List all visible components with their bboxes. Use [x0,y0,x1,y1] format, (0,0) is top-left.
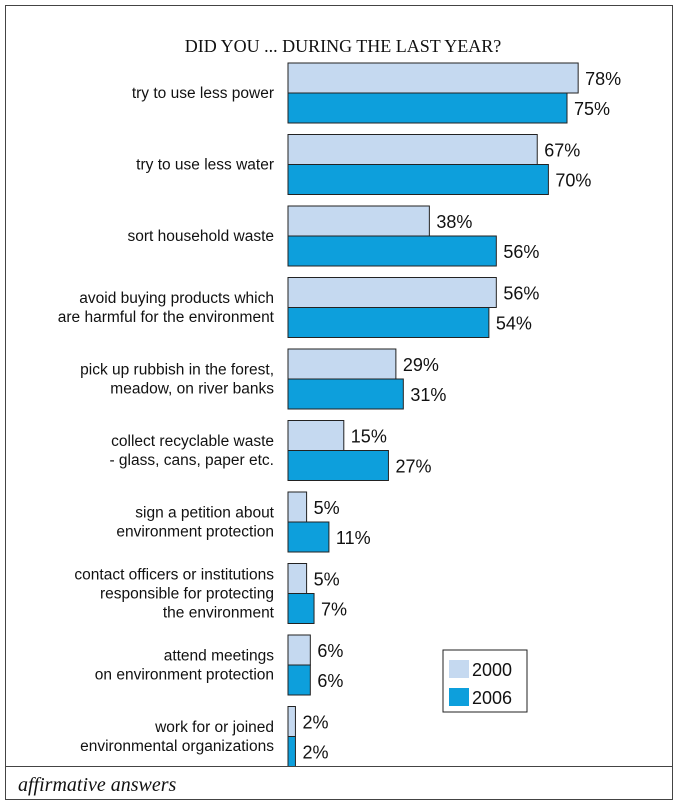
chart-frame: DID YOU ... DURING THE LAST YEAR? try to… [5,5,673,800]
bar-2006 [287,521,330,553]
value-label-2000: 29% [403,355,439,375]
bar-2000 [287,348,397,380]
category-group: work for or joined environmental organiza… [80,706,328,766]
category-label: try to use less water [136,157,274,174]
value-label-2000: 56% [503,284,539,304]
category-label: pick up rubbish in the forest, [80,362,274,379]
value-label-2000: 5% [314,570,340,590]
category-group: contact officers or institutions responsi… [74,563,347,624]
value-label-2006: 70% [555,171,591,191]
bar-2000 [287,205,430,237]
bar-2006 [287,92,568,124]
category-label: meadow, on river banks [110,381,274,398]
bar-2000 [287,706,296,737]
category-label: work for or joined [154,719,274,736]
value-label-2006: 27% [395,457,431,477]
value-label-2006: 75% [574,99,610,119]
value-label-2006: 2% [302,743,328,763]
bar-chart: DID YOU ... DURING THE LAST YEAR? try to… [58,36,621,766]
value-label-2006: 54% [496,314,532,334]
category-group: avoid buying products which are harmful f… [58,277,539,338]
footer-divider [6,766,672,767]
category-label: try to use less power [132,85,274,102]
bar-2006 [287,164,549,195]
category-label: sign a petition about [135,505,274,522]
value-label-2000: 5% [314,498,340,518]
legend-swatch-2006 [449,688,469,706]
bar-2006 [287,736,296,766]
value-label-2000: 67% [544,141,580,161]
category-label: the environment [163,605,275,622]
value-label-2006: 7% [321,600,347,620]
category-group: try to use less power 78% 75% [132,62,621,124]
category-label: environmental organizations [80,738,274,755]
category-label: responsible for protecting [100,586,274,603]
value-label-2006: 56% [503,242,539,262]
category-group: collect recyclable waste - glass, cans, p… [109,420,431,481]
bar-2000 [287,134,538,165]
bar-2000 [287,491,308,523]
bar-2000 [287,563,308,594]
category-label: contact officers or institutions [74,567,274,584]
bar-2006 [287,378,404,410]
value-label-2006: 11% [336,528,371,548]
category-label: avoid buying products which [79,290,274,307]
category-group: sign a petition about environment protect… [116,491,371,553]
value-label-2000: 15% [351,427,387,447]
value-label-2006: 6% [317,671,343,691]
category-label: attend meetings [164,648,275,665]
bar-2000 [287,277,497,308]
bar-2006 [287,664,311,696]
legend-swatch-2000 [449,660,469,678]
category-group: attend meetings on environment protection… [95,634,343,696]
category-label: are harmful for the environment [58,309,275,326]
bar-2000 [287,420,345,451]
legend-label: 2006 [472,688,512,708]
footnote: affirmative answers [18,774,177,796]
bar-2006 [287,235,497,267]
legend-label: 2000 [472,660,512,680]
category-label: - glass, cans, paper etc. [109,452,274,469]
bar-2006 [287,593,315,624]
chart-title: DID YOU ... DURING THE LAST YEAR? [185,36,501,56]
bar-2000 [287,62,579,94]
value-label-2006: 31% [410,385,446,405]
category-group: sort household waste 38% 56% [128,205,539,267]
bar-2000 [287,634,311,666]
bar-2006 [287,307,490,338]
bar-2006 [287,450,389,481]
legend: 2000 2006 [442,649,528,713]
category-label: on environment protection [95,667,274,684]
value-label-2000: 2% [302,713,328,733]
category-label: environment protection [116,524,274,541]
value-label-2000: 78% [585,69,621,89]
category-group: try to use less water 67% 70% [136,134,591,195]
category-label: sort household waste [128,228,274,245]
category-group: pick up rubbish in the forest, meadow, on… [80,348,446,410]
value-label-2000: 38% [436,212,472,232]
value-label-2000: 6% [317,641,343,661]
category-label: collect recyclable waste [111,433,274,450]
